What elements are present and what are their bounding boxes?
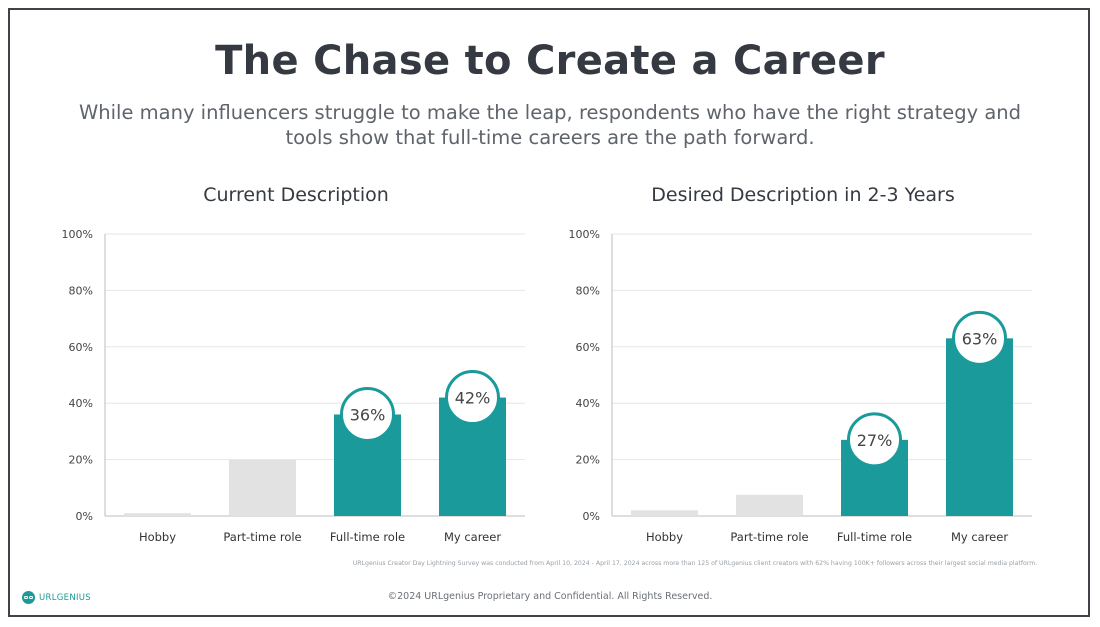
chart-desired-description: 0% 20% 40% 60% 80% 100% Hobby Part-time role Ful…	[569, 228, 1032, 544]
data-label: 36%	[350, 405, 386, 424]
survey-footnote: URLgenius Creator Day Lightning Survey w…	[352, 560, 1038, 567]
y-tick-label: 20%	[69, 454, 93, 467]
y-tick-label: 100%	[62, 228, 93, 241]
y-tick-label: 60%	[576, 341, 600, 354]
data-label-badge	[445, 370, 500, 426]
chart-title-desired: Desired Description in 2-3 Years	[651, 184, 955, 206]
y-tick-label: 80%	[576, 284, 600, 297]
chart-current-description: 0% 20% 40% 60% 80% 100% Hobby Part-time role Ful…	[62, 228, 525, 544]
y-tick-label: 20%	[576, 454, 600, 467]
x-tick-label: Full-time role	[837, 530, 912, 544]
bar	[631, 510, 698, 516]
y-tick-label: 0%	[76, 510, 93, 523]
data-label: 63%	[962, 329, 998, 348]
data-label-badge	[952, 310, 1007, 366]
y-tick-label: 60%	[69, 341, 93, 354]
copyright-notice: ©2024 URLgenius Proprietary and Confiden…	[387, 591, 713, 602]
y-tick-label: 80%	[69, 284, 93, 297]
data-label: 27%	[857, 431, 893, 450]
x-tick-label: My career	[444, 530, 501, 544]
x-tick-label: Full-time role	[330, 530, 405, 544]
bar	[124, 513, 191, 516]
slide-subtitle: While many influencers struggle to make …	[78, 101, 1022, 149]
y-tick-label: 40%	[576, 397, 600, 410]
y-tick-label: 40%	[69, 397, 93, 410]
bar	[736, 494, 803, 516]
bar	[229, 459, 296, 516]
data-label-badge	[847, 412, 902, 468]
logo-text: URLGENIUS	[39, 592, 92, 603]
slide-title: The Chase to Create a Career	[215, 38, 885, 84]
bar	[946, 338, 1013, 516]
x-tick-label: Hobby	[646, 530, 683, 544]
y-tick-label: 0%	[583, 510, 600, 523]
data-label: 42%	[455, 389, 491, 408]
x-tick-label: My career	[951, 530, 1008, 544]
x-tick-label: Part-time role	[223, 530, 301, 544]
urlgenius-logo: URLGENIUS	[22, 591, 91, 604]
urlgenius-logo-icon	[22, 591, 35, 604]
data-label-badge	[340, 386, 395, 442]
x-tick-label: Part-time role	[730, 530, 808, 544]
chart-title-current: Current Description	[203, 184, 389, 206]
x-tick-label: Hobby	[139, 530, 176, 544]
y-tick-label: 100%	[569, 228, 600, 241]
